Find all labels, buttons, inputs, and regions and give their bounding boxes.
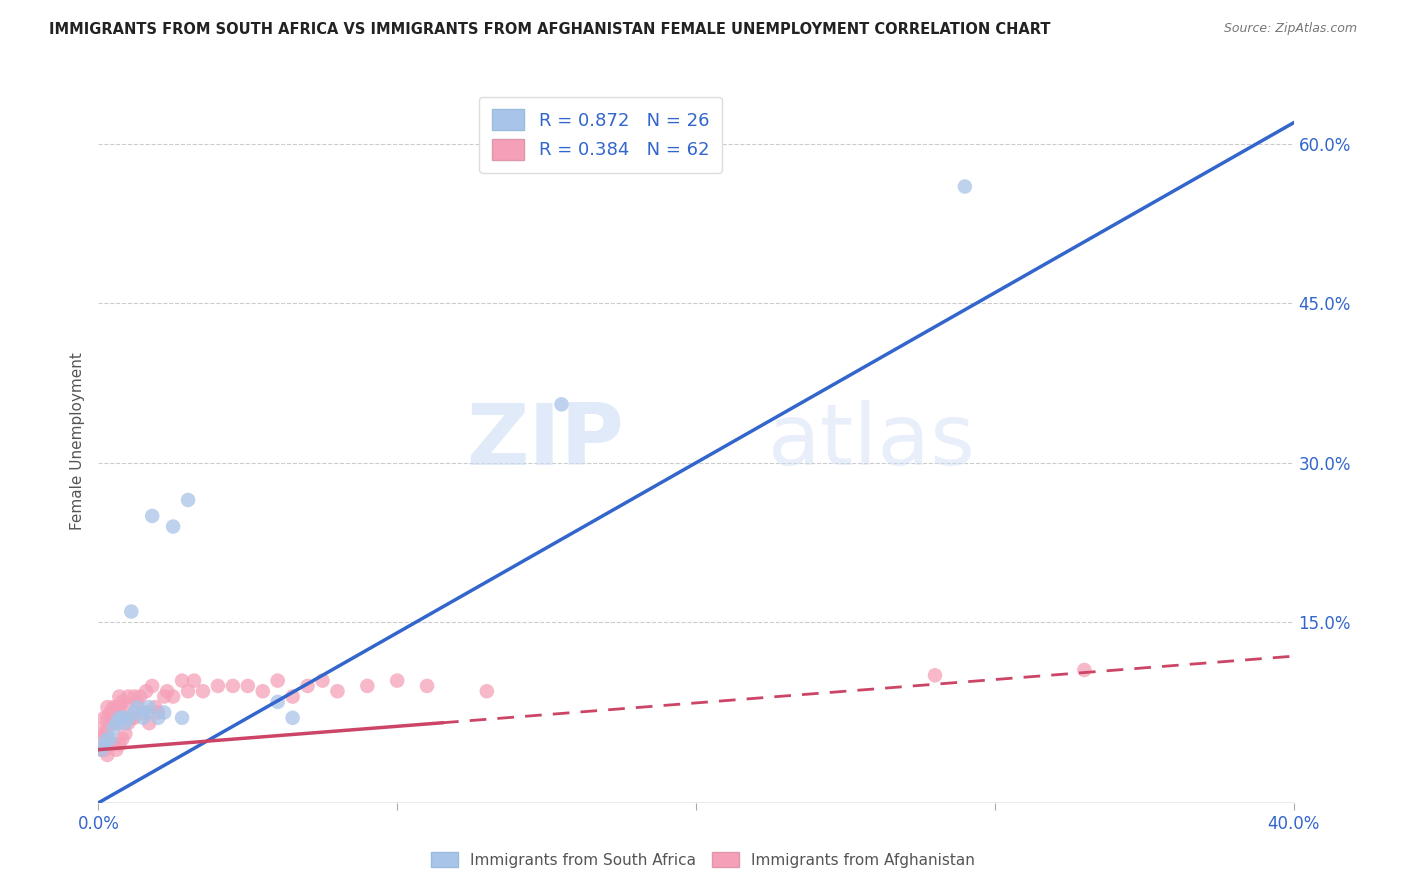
Point — [207, 679, 229, 693]
Point — [924, 668, 946, 682]
Point — [177, 493, 200, 508]
Point — [111, 695, 134, 709]
Point — [117, 716, 139, 731]
Point — [111, 732, 134, 747]
Point — [103, 700, 125, 714]
Point — [117, 711, 139, 725]
Point — [90, 742, 112, 756]
Point — [162, 519, 184, 533]
Point — [143, 700, 166, 714]
Point — [385, 673, 409, 688]
Point — [148, 711, 170, 725]
Point — [138, 716, 160, 731]
Text: IMMIGRANTS FROM SOUTH AFRICA VS IMMIGRANTS FROM AFGHANISTAN FEMALE UNEMPLOYMENT : IMMIGRANTS FROM SOUTH AFRICA VS IMMIGRAN… — [49, 22, 1050, 37]
Point — [120, 711, 142, 725]
Point — [111, 711, 134, 725]
Point — [96, 700, 118, 714]
Text: atlas: atlas — [768, 400, 976, 483]
Point — [356, 679, 378, 693]
Point — [153, 690, 176, 704]
Point — [90, 732, 112, 747]
Point — [124, 706, 146, 720]
Text: Source: ZipAtlas.com: Source: ZipAtlas.com — [1223, 22, 1357, 36]
Point — [98, 706, 122, 720]
Point — [105, 716, 128, 731]
Point — [103, 711, 125, 725]
Point — [311, 673, 333, 688]
Point — [252, 684, 274, 698]
Point — [236, 679, 259, 693]
Y-axis label: Female Unemployment: Female Unemployment — [69, 352, 84, 531]
Point — [105, 716, 128, 731]
Point — [103, 737, 125, 751]
Point — [105, 742, 128, 756]
Point — [297, 679, 319, 693]
Point — [120, 605, 142, 619]
Point — [191, 684, 214, 698]
Point — [96, 747, 118, 762]
Point — [114, 716, 136, 731]
Point — [132, 711, 155, 725]
Point — [93, 711, 115, 725]
Point — [222, 679, 245, 693]
Legend: R = 0.872   N = 26, R = 0.384   N = 62: R = 0.872 N = 26, R = 0.384 N = 62 — [479, 96, 721, 172]
Point — [141, 508, 163, 523]
Point — [416, 679, 439, 693]
Point — [124, 711, 146, 725]
Point — [103, 722, 125, 736]
Point — [281, 711, 304, 725]
Point — [96, 732, 118, 747]
Point — [129, 690, 152, 704]
Point — [267, 695, 290, 709]
Point — [114, 700, 136, 714]
Point — [124, 690, 146, 704]
Point — [141, 679, 163, 693]
Point — [93, 727, 115, 741]
Point — [475, 684, 498, 698]
Point — [96, 722, 118, 736]
Point — [1073, 663, 1095, 677]
Point — [108, 711, 131, 725]
Text: ZIP: ZIP — [467, 400, 624, 483]
Point — [326, 684, 349, 698]
Point — [153, 706, 176, 720]
Point — [127, 695, 149, 709]
Point — [90, 722, 112, 736]
Point — [148, 706, 170, 720]
Point — [177, 684, 200, 698]
Point — [135, 706, 157, 720]
Point — [550, 397, 572, 411]
Point — [90, 742, 112, 756]
Point — [108, 700, 131, 714]
Point — [117, 690, 139, 704]
Point — [953, 179, 976, 194]
Point — [156, 684, 179, 698]
Point — [267, 673, 290, 688]
Point — [108, 690, 131, 704]
Point — [114, 727, 136, 741]
Point — [108, 737, 131, 751]
Point — [98, 716, 122, 731]
Point — [105, 700, 128, 714]
Point — [127, 700, 149, 714]
Point — [172, 673, 194, 688]
Point — [93, 742, 115, 756]
Point — [98, 732, 122, 747]
Point — [183, 673, 205, 688]
Point — [98, 737, 122, 751]
Point — [162, 690, 184, 704]
Point — [281, 690, 304, 704]
Point — [138, 700, 160, 714]
Point — [132, 706, 155, 720]
Point — [96, 711, 118, 725]
Legend: Immigrants from South Africa, Immigrants from Afghanistan: Immigrants from South Africa, Immigrants… — [423, 844, 983, 875]
Point — [108, 711, 131, 725]
Point — [93, 737, 115, 751]
Point — [135, 684, 157, 698]
Point — [172, 711, 194, 725]
